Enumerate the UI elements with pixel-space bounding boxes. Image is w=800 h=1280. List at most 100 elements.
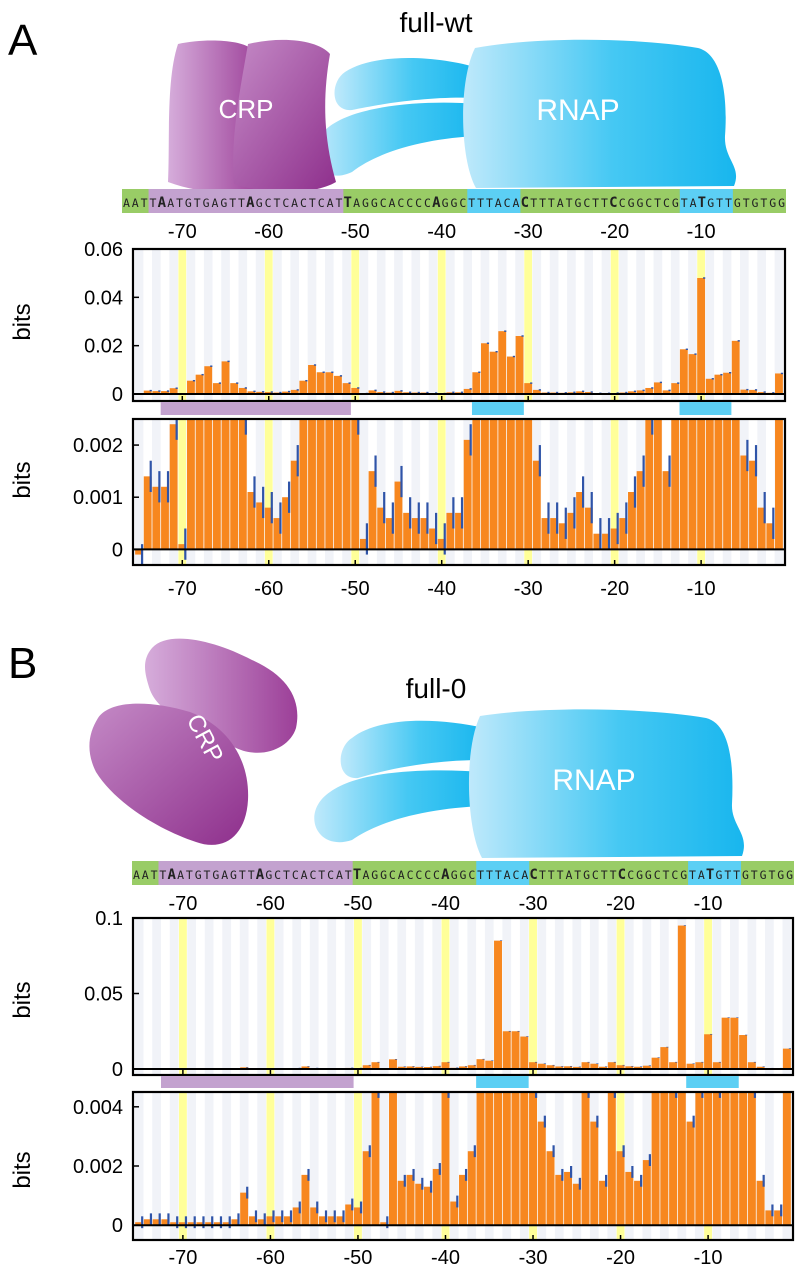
position-stripe: [411, 249, 421, 401]
region-bars-b: [161, 1076, 739, 1088]
x-tick-label: -70: [168, 1247, 197, 1269]
data-bar: [572, 1183, 581, 1226]
data-bar: [403, 512, 412, 550]
x-tick-label: -60: [254, 221, 283, 243]
data-bar: [170, 1222, 179, 1226]
position-stripe: [515, 249, 524, 401]
data-bar: [662, 390, 671, 394]
sequence-base: T: [477, 868, 484, 882]
sequence-base: C: [618, 867, 626, 883]
sequence-base: A: [142, 868, 149, 882]
sequence-base: C: [415, 196, 422, 210]
data-bar: [195, 374, 204, 394]
data-bar: [494, 940, 502, 1069]
sequence-region-crp_site: [148, 189, 344, 213]
data-bar: [463, 439, 472, 550]
position-stripe: [670, 249, 680, 401]
position-stripe: [134, 419, 144, 565]
position-stripe: [497, 249, 507, 401]
sequence-base: C: [292, 868, 299, 882]
data-bar: [590, 1121, 599, 1226]
position-highlight: [441, 918, 450, 1075]
data-bar: [388, 1059, 397, 1069]
x-tick-label: -20: [600, 578, 629, 600]
data-bar: [511, 1031, 520, 1069]
data-bar: [397, 1180, 406, 1226]
data-bar: [506, 419, 515, 550]
data-bar: [515, 336, 524, 394]
data-bar: [161, 1219, 170, 1226]
data-bar: [283, 1216, 292, 1226]
position-highlight: [266, 1092, 275, 1240]
data-bar: [342, 419, 351, 550]
data-bar: [446, 512, 455, 550]
position-stripe: [567, 419, 576, 565]
data-bar: [143, 1219, 152, 1226]
data-bar: [481, 419, 489, 550]
position-highlight: [178, 249, 187, 401]
x-tick-label: -40: [431, 893, 460, 915]
data-bar: [660, 1092, 669, 1226]
data-bar: [555, 1174, 564, 1226]
data-bar: [388, 1092, 397, 1226]
sequence-region-minus10_box: [688, 861, 742, 885]
data-bar: [705, 378, 714, 394]
x-tick-label: -70: [168, 893, 197, 915]
data-bar: [196, 1222, 205, 1226]
data-bar: [619, 518, 628, 550]
panel-b-title: full-0: [406, 673, 467, 704]
data-bar: [247, 492, 256, 550]
position-stripe: [222, 1092, 232, 1240]
sequence-base: G: [734, 196, 741, 210]
x-tick-labels-top-a: -70 -60 -50 -40 -30 -20 -10: [168, 221, 716, 243]
data-bar: [688, 419, 697, 550]
data-bar: [238, 387, 247, 394]
x-tick-label: -10: [694, 893, 723, 915]
position-stripe: [694, 918, 704, 1075]
data-bar: [273, 518, 282, 550]
position-stripe: [257, 1092, 267, 1240]
data-bar: [636, 390, 645, 394]
sequence-base: C: [619, 196, 626, 210]
position-stripe: [712, 918, 722, 1075]
x-tick-label: -60: [256, 893, 285, 915]
data-bar: [576, 492, 584, 550]
position-stripe: [362, 918, 372, 1075]
data-bar: [476, 1059, 485, 1069]
sequence-base: A: [301, 868, 308, 882]
position-highlight: [354, 1092, 362, 1240]
x-tick-label: -50: [341, 578, 370, 600]
data-bar: [524, 383, 533, 394]
sequence-base: A: [521, 868, 528, 882]
position-stripe: [376, 249, 386, 401]
data-bar: [671, 419, 680, 550]
position-stripe: [449, 1092, 459, 1240]
sequence-base: G: [451, 196, 458, 210]
data-bar: [325, 372, 334, 394]
crp-label-a: CRP: [219, 94, 274, 124]
sequence-base: G: [760, 868, 767, 882]
sequence-base: G: [716, 868, 723, 882]
position-stripe: [152, 249, 161, 401]
position-stripe: [532, 249, 542, 401]
sequence-base: T: [273, 196, 280, 210]
position-highlight: [610, 419, 619, 565]
sequence-base: G: [636, 868, 643, 882]
position-stripe: [239, 918, 249, 1075]
data-bar: [152, 1219, 161, 1226]
crp-illustration-a: CRP: [168, 39, 336, 193]
position-stripe: [446, 249, 455, 401]
data-bar: [257, 1219, 266, 1226]
data-bar: [515, 419, 524, 550]
data-bar: [599, 1180, 608, 1226]
position-highlight: [616, 918, 625, 1075]
position-stripe: [379, 1092, 389, 1240]
position-stripe: [601, 249, 611, 401]
data-bar: [334, 419, 342, 550]
data-bar: [731, 340, 740, 394]
sequence-base: C: [406, 196, 413, 210]
data-bar: [782, 1092, 791, 1226]
rnap-label-a: RNAP: [536, 94, 619, 127]
data-bar: [336, 1216, 345, 1226]
